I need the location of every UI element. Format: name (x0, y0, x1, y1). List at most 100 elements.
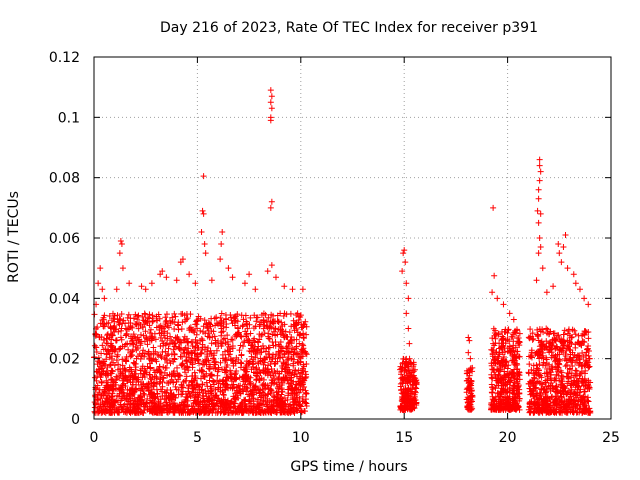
data-point (238, 312, 245, 319)
data-point (283, 311, 290, 318)
data-point (134, 408, 141, 415)
data-point (565, 378, 572, 385)
data-point (285, 390, 292, 397)
data-point (585, 343, 592, 350)
data-point (286, 349, 293, 356)
data-point (144, 405, 151, 412)
data-point (164, 335, 171, 342)
data-point (144, 314, 151, 321)
data-point (528, 398, 535, 405)
data-point (120, 375, 127, 382)
data-point (191, 350, 198, 357)
data-point (260, 319, 267, 326)
data-point (195, 344, 202, 351)
data-point (283, 333, 290, 340)
data-point (516, 406, 523, 413)
data-point (499, 349, 506, 356)
data-point (506, 310, 513, 317)
data-point (91, 404, 98, 411)
data-point (221, 401, 228, 408)
data-point (199, 392, 206, 399)
data-point (172, 383, 179, 390)
data-point (237, 359, 244, 366)
data-point (279, 379, 286, 386)
data-point (193, 318, 200, 325)
data-point (199, 386, 206, 393)
data-point (561, 406, 568, 413)
data-point (550, 399, 557, 406)
data-point (400, 250, 407, 257)
data-point (410, 404, 417, 411)
data-point (405, 295, 412, 302)
data-point (163, 274, 170, 281)
data-point (230, 393, 237, 400)
data-point (501, 399, 508, 406)
data-point (177, 353, 184, 360)
data-point (552, 400, 559, 407)
data-point (171, 403, 178, 410)
data-point (536, 355, 543, 362)
data-point (535, 371, 542, 378)
x-tick-label: 0 (90, 430, 99, 446)
data-point (564, 409, 571, 416)
data-point (551, 358, 558, 365)
data-point (196, 360, 203, 367)
data-point (262, 398, 269, 405)
data-point (297, 403, 304, 410)
data-point (490, 347, 497, 354)
data-point (285, 380, 292, 387)
data-point (173, 378, 180, 385)
data-point (498, 377, 505, 384)
data-point (270, 351, 277, 358)
data-point (531, 406, 538, 413)
data-point (171, 368, 178, 375)
data-point (556, 351, 563, 358)
data-point (466, 369, 473, 376)
data-point (274, 312, 281, 319)
data-point (278, 401, 285, 408)
data-point (536, 235, 543, 241)
data-point (300, 349, 307, 356)
data-point (288, 323, 295, 330)
data-point (405, 325, 412, 332)
data-point (510, 338, 517, 345)
data-point (130, 341, 137, 348)
data-point (134, 316, 141, 323)
data-point (181, 337, 188, 344)
data-point (570, 271, 577, 278)
data-point (294, 329, 301, 336)
data-point (271, 361, 278, 368)
data-point (561, 327, 568, 334)
data-point (160, 375, 167, 382)
data-point (230, 360, 237, 367)
data-point (492, 385, 499, 392)
data-point (253, 364, 260, 371)
data-point (238, 352, 245, 359)
data-point (212, 340, 219, 347)
data-point (111, 362, 118, 369)
data-point (248, 353, 255, 360)
data-point (562, 388, 569, 395)
data-point (412, 384, 419, 391)
data-point (493, 331, 500, 338)
data-point (219, 228, 226, 235)
data-point (121, 366, 128, 373)
data-point (131, 409, 138, 416)
data-point (463, 389, 470, 396)
data-point (136, 402, 143, 409)
data-point (285, 356, 292, 363)
data-point (238, 360, 245, 367)
data-point (214, 377, 221, 384)
data-point (526, 353, 533, 360)
data-point (260, 325, 267, 332)
data-point (99, 409, 106, 416)
data-point (218, 241, 225, 248)
data-point (202, 357, 209, 364)
data-point (174, 321, 181, 328)
data-point (194, 382, 201, 389)
data-point (500, 353, 507, 360)
data-point (266, 397, 273, 404)
data-point (534, 392, 541, 399)
data-point (191, 369, 198, 376)
data-point (578, 363, 585, 370)
